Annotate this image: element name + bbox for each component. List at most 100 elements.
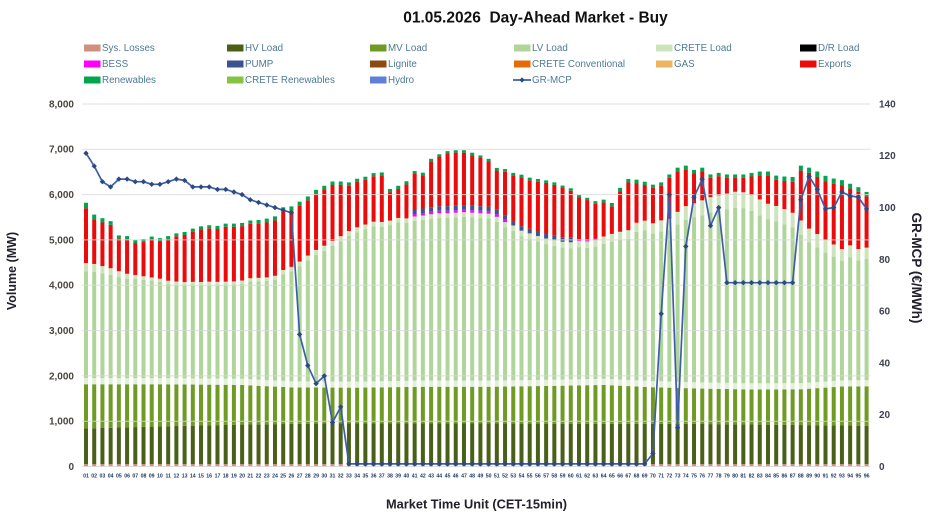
svg-text:88: 88 [798,474,804,480]
svg-text:77: 77 [708,474,714,480]
svg-text:89: 89 [806,474,812,480]
svg-text:03: 03 [100,474,106,480]
svg-text:45: 45 [445,474,451,480]
svg-text:47: 47 [461,474,467,480]
svg-text:46: 46 [453,474,459,480]
svg-text:01: 01 [83,474,89,480]
svg-text:86: 86 [782,474,788,480]
svg-text:21: 21 [247,474,253,480]
svg-text:96: 96 [864,474,870,480]
svg-text:7,000: 7,000 [49,145,74,156]
svg-text:51: 51 [494,474,500,480]
svg-text:87: 87 [790,474,796,480]
svg-text:Exports: Exports [818,59,851,70]
svg-text:80: 80 [732,474,738,480]
svg-text:31: 31 [330,474,336,480]
svg-text:1,000: 1,000 [49,417,74,428]
svg-text:4,000: 4,000 [49,281,74,292]
svg-text:69: 69 [642,474,648,480]
svg-text:76: 76 [699,474,705,480]
svg-text:D/R Load: D/R Load [818,43,859,54]
svg-text:71: 71 [658,474,664,480]
svg-text:BESS: BESS [102,59,129,70]
svg-text:32: 32 [338,474,344,480]
svg-text:GR-MCP: GR-MCP [532,75,572,86]
svg-text:18: 18 [223,474,229,480]
svg-text:80: 80 [879,255,891,266]
svg-text:MV Load: MV Load [388,43,427,54]
svg-text:02: 02 [91,474,97,480]
svg-text:01.05.2026 Day-Ahead Market -: 01.05.2026 Day-Ahead Market - Buy [403,10,668,27]
svg-text:60: 60 [879,307,891,318]
svg-text:26: 26 [289,474,295,480]
svg-text:6,000: 6,000 [49,190,74,201]
svg-text:93: 93 [839,474,845,480]
svg-text:95: 95 [856,474,862,480]
svg-text:61: 61 [576,474,582,480]
svg-text:54: 54 [519,474,525,480]
svg-text:75: 75 [691,474,697,480]
svg-text:27: 27 [297,474,303,480]
svg-text:56: 56 [535,474,541,480]
svg-text:41: 41 [412,474,418,480]
svg-text:HV Load: HV Load [245,43,283,54]
svg-text:Hydro: Hydro [388,75,415,86]
svg-text:15: 15 [198,474,204,480]
svg-text:52: 52 [502,474,508,480]
svg-text:PUMP: PUMP [245,59,274,70]
svg-text:23: 23 [264,474,270,480]
svg-text:30: 30 [321,474,327,480]
svg-text:37: 37 [379,474,385,480]
svg-text:Volume (MW): Volume (MW) [5,232,19,310]
svg-text:68: 68 [634,474,640,480]
svg-text:34: 34 [354,474,360,480]
svg-text:65: 65 [609,474,615,480]
svg-text:Lignite: Lignite [388,59,417,70]
svg-text:20: 20 [879,410,891,421]
svg-text:81: 81 [740,474,746,480]
svg-text:84: 84 [765,474,771,480]
svg-text:94: 94 [847,474,853,480]
svg-text:67: 67 [625,474,631,480]
svg-text:LV Load: LV Load [532,43,568,54]
svg-text:70: 70 [650,474,656,480]
svg-text:8,000: 8,000 [49,99,74,110]
svg-text:49: 49 [478,474,484,480]
svg-text:CRETE Conventional: CRETE Conventional [532,59,625,70]
svg-text:91: 91 [823,474,829,480]
svg-text:78: 78 [716,474,722,480]
svg-text:74: 74 [683,474,689,480]
svg-text:05: 05 [116,474,122,480]
svg-text:07: 07 [132,474,138,480]
svg-text:73: 73 [675,474,681,480]
svg-text:64: 64 [601,474,607,480]
svg-text:38: 38 [387,474,393,480]
svg-text:Renewables: Renewables [102,75,156,86]
svg-text:44: 44 [436,474,442,480]
svg-text:0: 0 [68,462,74,473]
svg-text:11: 11 [165,474,171,480]
svg-text:42: 42 [420,474,426,480]
svg-text:35: 35 [363,474,369,480]
svg-text:63: 63 [593,474,599,480]
svg-text:40: 40 [404,474,410,480]
svg-text:3,000: 3,000 [49,326,74,337]
svg-text:GR-MCP (€/MWh): GR-MCP (€/MWh) [909,213,924,324]
svg-text:62: 62 [584,474,590,480]
svg-text:33: 33 [346,474,352,480]
svg-text:60: 60 [568,474,574,480]
svg-text:17: 17 [215,474,221,480]
svg-text:06: 06 [124,474,130,480]
svg-text:100: 100 [879,203,896,214]
svg-text:120: 120 [879,151,896,162]
svg-text:82: 82 [749,474,755,480]
svg-text:04: 04 [108,474,114,480]
svg-text:140: 140 [879,99,896,110]
svg-text:25: 25 [280,474,286,480]
svg-text:39: 39 [395,474,401,480]
svg-text:58: 58 [551,474,557,480]
svg-text:08: 08 [141,474,147,480]
svg-text:Market Time Unit (CET-15min): Market Time Unit (CET-15min) [386,497,567,512]
svg-text:79: 79 [724,474,730,480]
svg-text:40: 40 [879,358,891,369]
